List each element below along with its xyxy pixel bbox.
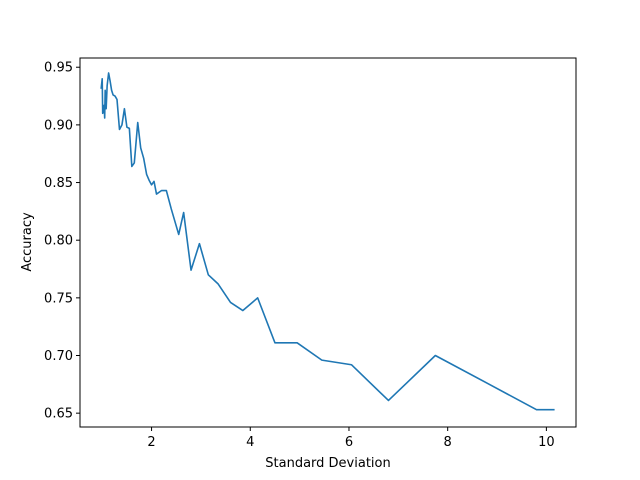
y-tick-label: 0.95 bbox=[44, 61, 73, 76]
x-tick-label: 2 bbox=[147, 435, 155, 450]
series-layer bbox=[100, 72, 555, 411]
y-axis-ticks: 0.65 0.70 0.75 0.80 0.85 0.90 0.95 bbox=[44, 61, 80, 422]
x-axis-ticks: 2 4 6 8 10 bbox=[147, 427, 555, 450]
x-tick-label: 10 bbox=[538, 435, 555, 450]
y-tick-label: 0.70 bbox=[44, 349, 73, 364]
y-tick-label: 0.75 bbox=[44, 291, 73, 306]
x-tick-label: 8 bbox=[444, 435, 452, 450]
y-axis-label: Accuracy bbox=[20, 212, 35, 272]
x-tick-label: 6 bbox=[345, 435, 353, 450]
y-tick-label: 0.85 bbox=[44, 176, 73, 191]
y-tick-label: 0.90 bbox=[44, 118, 73, 133]
plot-area bbox=[79, 57, 577, 428]
y-tick-label: 0.80 bbox=[44, 234, 73, 249]
series-line bbox=[100, 72, 555, 411]
y-tick-label: 0.65 bbox=[44, 407, 73, 422]
x-axis-label: Standard Deviation bbox=[265, 456, 390, 471]
x-tick-label: 4 bbox=[246, 435, 254, 450]
